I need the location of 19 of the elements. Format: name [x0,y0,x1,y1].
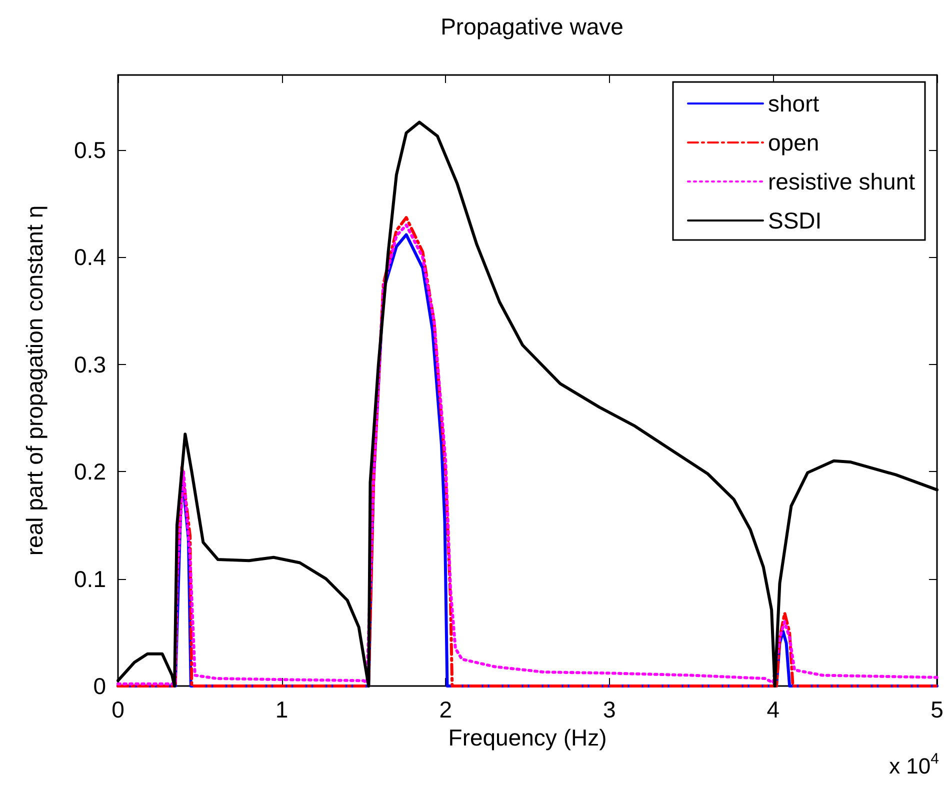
x-tick-label: 4 [766,696,780,722]
x-tick-label: 0 [112,696,124,722]
y-tick-label: 0.3 [74,351,106,378]
y-tick-label: 0.5 [74,137,106,164]
legend-label: SSDI [768,208,822,234]
y-axis-title: real part of propagation constant η [22,205,48,556]
x-tick-label: 3 [603,696,616,722]
x-axis-title: Frequency (Hz) [448,724,607,750]
chart-title: Propagative wave [440,14,624,40]
y-tick-label: 0.2 [74,458,106,485]
x-tick-label: 1 [275,696,288,722]
y-tick-label: 0.4 [74,244,106,270]
x-tick-label: 2 [439,696,452,722]
legend-label: short [768,90,820,116]
x-tick-label: 5 [930,696,944,722]
y-tick-label: 0 [93,673,106,699]
legend-label: open [768,130,820,156]
y-tick-label: 0.1 [74,566,106,592]
legend-label: resistive shunt [768,168,916,194]
